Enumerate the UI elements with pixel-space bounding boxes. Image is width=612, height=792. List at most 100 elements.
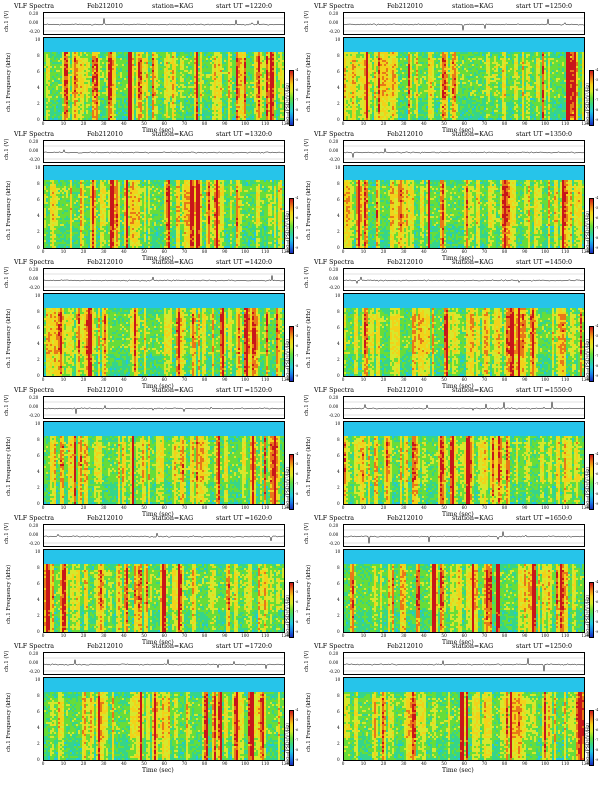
colorbar-tick-label: -7 xyxy=(295,98,298,102)
time-tick-label: 40 xyxy=(421,249,426,254)
time-tick-label: 80 xyxy=(502,505,507,510)
colorbar-tick-label: -9 xyxy=(295,246,298,250)
time-tick-label: 100 xyxy=(541,121,549,126)
time-tick-label: 20 xyxy=(81,249,86,254)
freq-tick-label: 0 xyxy=(37,117,40,122)
voltage-trace xyxy=(43,396,285,419)
panel-station: station=KAG xyxy=(452,387,493,394)
freq-tick-label: 0 xyxy=(37,501,40,506)
freq-tick-label: 8 xyxy=(37,437,40,442)
freq-tick-label: 2 xyxy=(37,485,40,490)
time-tick-label: 90 xyxy=(522,505,527,510)
panel-title: VLF Spectra xyxy=(314,387,354,394)
colorbar xyxy=(289,70,294,126)
panel-date: Feb212010 xyxy=(387,3,423,10)
trace-ylabel: ch.1 (V) xyxy=(304,395,310,416)
panel-title: VLF Spectra xyxy=(14,643,54,650)
freq-tick-label: 6 xyxy=(337,69,340,74)
time-tick-label: 60 xyxy=(162,761,167,766)
panel-date: Feb212010 xyxy=(87,643,123,650)
spectrogram-cells xyxy=(44,38,284,120)
time-tick-label: 50 xyxy=(141,377,146,382)
time-tick-label: 70 xyxy=(182,121,187,126)
panel-station: station=KAG xyxy=(452,515,493,522)
time-tick-label: 0 xyxy=(342,377,345,382)
time-tick-label: 70 xyxy=(482,249,487,254)
time-xlabel: Time (sec) xyxy=(142,511,174,518)
time-tick-label: 10 xyxy=(61,633,66,638)
colorbar xyxy=(589,582,594,638)
panel-start-ut: start UT =1550:0 xyxy=(516,387,572,394)
spectrogram-cells xyxy=(344,294,584,376)
time-tick-label: 50 xyxy=(141,249,146,254)
freq-tick-label: 8 xyxy=(337,437,340,442)
colorbar-tick-label: -5 xyxy=(595,334,598,338)
time-tick-label: 0 xyxy=(342,633,345,638)
trace-ylabel: ch.1 (V) xyxy=(4,523,10,544)
colorbar-tick-label: -8 xyxy=(595,748,598,752)
trace-tick-label: 0.00 xyxy=(29,20,38,25)
time-xlabel: Time (sec) xyxy=(442,383,474,390)
colorbar-tick-label: -5 xyxy=(295,718,298,722)
time-tick-label: 60 xyxy=(462,249,467,254)
time-tick-label: 90 xyxy=(522,377,527,382)
panel-start-ut: start UT =1420:0 xyxy=(216,259,272,266)
trace-tick-label: 0.00 xyxy=(329,404,338,409)
panel-header: VLF Spectra Feb212010 station=KAG start UT … xyxy=(2,642,302,652)
time-tick-label: 90 xyxy=(222,633,227,638)
panel-date: Feb212010 xyxy=(87,3,123,10)
spectrum-panel: VLF Spectra Feb212010 station=KAG start UT … xyxy=(2,386,302,518)
time-xlabel: Time (sec) xyxy=(442,511,474,518)
trace-line xyxy=(44,273,284,288)
time-tick-label: 50 xyxy=(141,505,146,510)
trace-line xyxy=(344,401,584,416)
freq-tick-label: 4 xyxy=(37,725,40,730)
colorbar-tick-label: -7 xyxy=(295,738,298,742)
time-tick-label: 100 xyxy=(241,377,249,382)
colorbar-tick-label: -6 xyxy=(595,216,598,220)
colorbar-tick-label: -9 xyxy=(295,758,298,762)
colorbar-tick-label: -7 xyxy=(595,738,598,742)
freq-tick-label: 0 xyxy=(37,373,40,378)
time-tick-label: 0 xyxy=(42,505,45,510)
spectrum-panel: VLF Spectra Feb212010 station=KAG start UT … xyxy=(302,386,602,518)
time-tick-label: 30 xyxy=(401,505,406,510)
time-tick-label: 10 xyxy=(61,761,66,766)
time-tick-label: 70 xyxy=(482,761,487,766)
freq-tick-label: 10 xyxy=(335,421,340,426)
trace-tick-label: 0.00 xyxy=(329,148,338,153)
colorbar-tick-label: -7 xyxy=(595,610,598,614)
colorbar-tick-label: -6 xyxy=(595,600,598,604)
trace-tick-label: 0.20 xyxy=(29,395,38,400)
trace-tick-label: -0.20 xyxy=(329,669,340,674)
trace-tick-label: 0.20 xyxy=(29,267,38,272)
time-tick-label: 100 xyxy=(241,121,249,126)
freq-tick-label: 0 xyxy=(37,757,40,762)
freq-tick-label: 4 xyxy=(37,213,40,218)
colorbar-tick-label: -4 xyxy=(295,580,298,584)
trace-tick-label: -0.20 xyxy=(29,669,40,674)
voltage-trace xyxy=(343,524,585,547)
frequency-ylabel: ch.1 Frequency (kHz) xyxy=(6,437,12,496)
colorbar-tick-label: -7 xyxy=(295,354,298,358)
freq-tick-label: 8 xyxy=(37,181,40,186)
freq-tick-label: 8 xyxy=(337,565,340,570)
panel-header: VLF Spectra Feb212010 station=KAG start UT … xyxy=(2,386,302,396)
panel-header: VLF Spectra Feb212010 station=KAG start UT … xyxy=(2,514,302,524)
frequency-ylabel: ch.1 Frequency (kHz) xyxy=(6,309,12,368)
colorbar-tick-label: -5 xyxy=(295,334,298,338)
time-tick-label: 10 xyxy=(361,121,366,126)
colorbar-tick-label: -6 xyxy=(595,472,598,476)
panel-station: station=KAG xyxy=(152,643,193,650)
time-tick-label: 110 xyxy=(261,505,269,510)
colorbar-label: log₁₀(PSD)(V²/Hz) xyxy=(586,723,591,764)
freq-tick-label: 8 xyxy=(37,53,40,58)
spectrum-panel: VLF Spectra Feb212010 station=KAG start UT … xyxy=(302,514,602,646)
voltage-trace xyxy=(43,140,285,163)
colorbar-tick-label: -9 xyxy=(295,374,298,378)
trace-ylabel: ch.1 (V) xyxy=(4,651,10,672)
colorbar xyxy=(289,454,294,510)
colorbar xyxy=(289,198,294,254)
colorbar-label: log₁₀(PSD)(V²/Hz) xyxy=(286,723,291,764)
time-tick-label: 110 xyxy=(261,121,269,126)
